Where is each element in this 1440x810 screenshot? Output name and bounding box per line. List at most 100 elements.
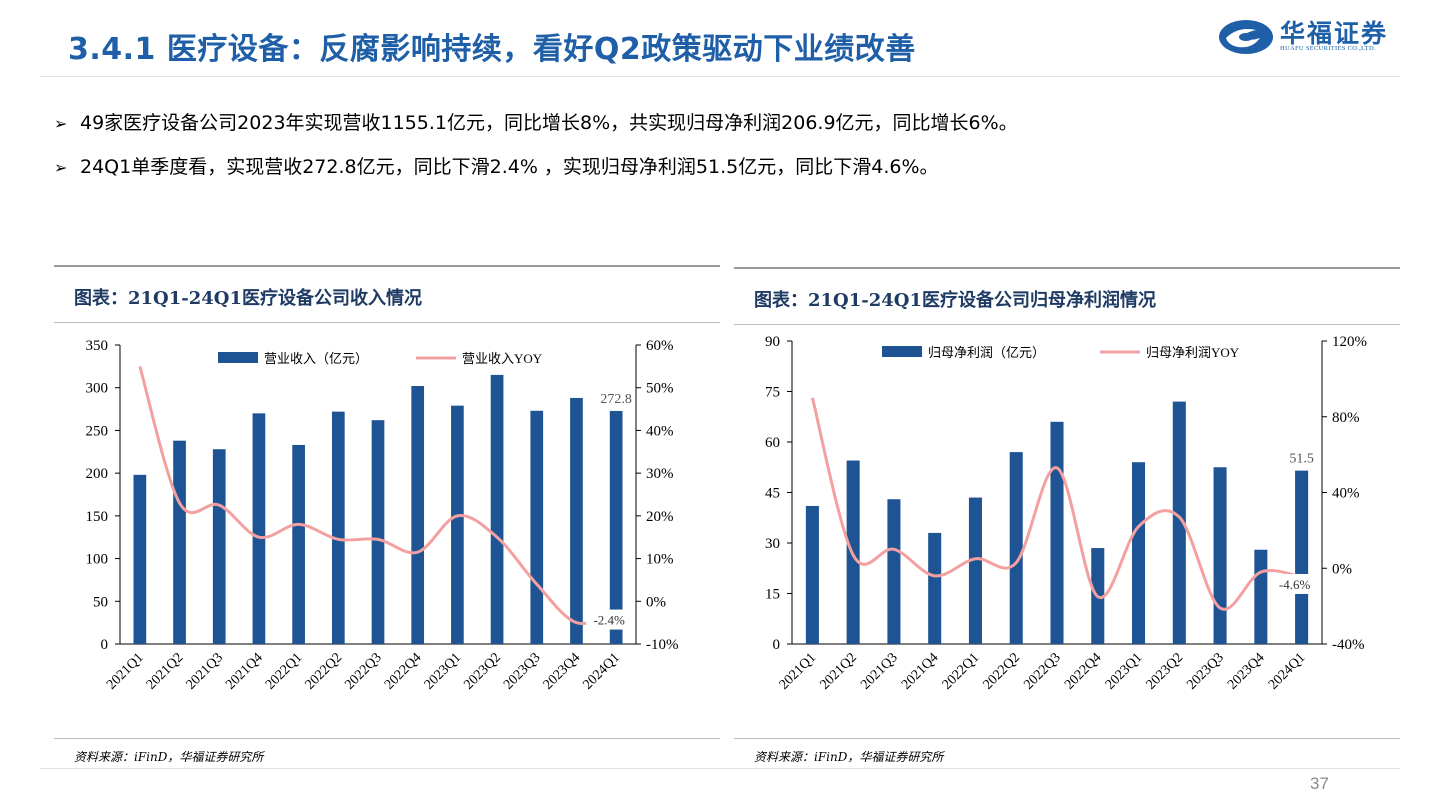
bar xyxy=(570,397,583,644)
chart-title: 图表：21Q1-24Q1医疗设备公司归母净利润情况 xyxy=(754,290,1156,311)
bar xyxy=(805,505,819,644)
profit-chart: 0153045607590-40%0%40%80%120%2021Q12021Q… xyxy=(765,334,1367,693)
bar xyxy=(173,440,186,644)
y-tick-label: 30 xyxy=(765,536,780,552)
bar xyxy=(609,410,623,644)
x-tick-label: 2023Q2 xyxy=(461,650,504,693)
bar xyxy=(411,386,425,644)
footer-divider xyxy=(40,768,1400,769)
legend-bar-swatch xyxy=(218,352,258,363)
logo-subtext: HUAFU SECURITIES CO.,LTD. xyxy=(1280,45,1376,52)
bar xyxy=(371,420,385,644)
bar-value-label: 51.5 xyxy=(1289,452,1314,467)
y-tick-label: 100 xyxy=(86,552,109,568)
x-tick-label: 2022Q2 xyxy=(981,650,1024,693)
y-tick-label: 150 xyxy=(86,509,109,525)
page-title: 3.4.1 医疗设备：反腐影响持续，看好Q2政策驱动下业绩改善 xyxy=(68,32,916,67)
bar xyxy=(1172,401,1186,644)
y-tick-label: 350 xyxy=(86,338,109,354)
yoy-value-label: -4.6% xyxy=(1279,577,1311,592)
x-tick-label: 2022Q3 xyxy=(1021,650,1064,693)
y2-tick-label: 40% xyxy=(1332,486,1360,502)
y2-tick-label: 0% xyxy=(646,594,666,610)
y2-tick-label: 60% xyxy=(646,338,674,354)
y-tick-label: 0 xyxy=(773,637,781,653)
bar xyxy=(451,405,464,644)
revenue-chart: 0 50 100 150 200 250 300 350 -10% 0% 10% 20% 30% 40% 5… xyxy=(86,338,679,693)
legend-bar-label: 归母净利润（亿元） xyxy=(928,345,1045,360)
y-tick-label: 45 xyxy=(765,486,780,502)
x-tick-label: 2021Q2 xyxy=(144,650,187,693)
y-tick-label: 90 xyxy=(765,334,780,350)
x-tick-label: 2021Q2 xyxy=(817,650,860,693)
x-tick-label: 2021Q1 xyxy=(777,650,820,693)
legend-line-label: 营业收入YOY xyxy=(462,351,543,366)
panel-bottom-rule xyxy=(734,738,1400,739)
x-tick-label: 2022Q3 xyxy=(342,650,385,693)
y-tick-label: 15 xyxy=(765,587,780,603)
x-tick-label: 2024Q1 xyxy=(580,650,623,693)
x-tick-label: 2022Q1 xyxy=(263,650,306,693)
bar xyxy=(133,474,147,644)
x-tick-label: 2024Q1 xyxy=(1266,650,1309,693)
bar xyxy=(1213,467,1227,644)
y2-tick-label: 50% xyxy=(646,381,674,397)
x-tick-label: 2023Q3 xyxy=(1184,650,1227,693)
bar xyxy=(252,413,266,644)
panel-title-rule xyxy=(734,324,1400,325)
x-tick-label: 2021Q4 xyxy=(223,650,266,693)
bar xyxy=(928,532,942,644)
x-tick-label: 2021Q3 xyxy=(184,650,227,693)
x-tick-label: 2021Q1 xyxy=(104,650,147,693)
arrow-icon: ➢ xyxy=(54,114,68,133)
x-tick-label: 2022Q2 xyxy=(303,650,346,693)
bar-value-label: 272.8 xyxy=(600,392,632,407)
y2-tick-label: 80% xyxy=(1332,410,1360,426)
page-number: 37 xyxy=(1310,774,1329,793)
bar xyxy=(490,374,504,644)
panel-top-rule xyxy=(734,267,1400,269)
panel-top-rule xyxy=(54,265,720,267)
logo-text: 华福证券 xyxy=(1280,19,1389,48)
y2-tick-label: -40% xyxy=(1332,637,1365,653)
y2-tick-label: 120% xyxy=(1332,334,1367,350)
bullet-item: ➢ 49家医疗设备公司2023年实现营收1155.1亿元，同比增长8%，共实现归母… xyxy=(54,108,1018,135)
x-tick-label: 2023Q1 xyxy=(422,650,465,693)
bar xyxy=(968,497,982,644)
bullet-text: 24Q1单季度看，实现营收272.8亿元，同比下滑2.4% ，实现归母净利润51… xyxy=(80,156,939,178)
y2-tick-label: 40% xyxy=(646,423,674,439)
header-divider xyxy=(40,76,1400,77)
y-tick-label: 50 xyxy=(93,594,108,610)
y2-tick-label: 0% xyxy=(1332,561,1352,577)
bar xyxy=(331,411,345,644)
x-tick-label: 2023Q4 xyxy=(541,650,584,693)
y2-tick-label: -10% xyxy=(646,637,679,653)
x-tick-label: 2022Q4 xyxy=(1062,650,1105,693)
logo-icon xyxy=(1219,20,1273,54)
yoy-label-bg xyxy=(1271,573,1318,594)
yoy-line xyxy=(810,397,1302,611)
x-tick-label: 2023Q1 xyxy=(1103,650,1146,693)
y2-tick-label: 30% xyxy=(646,466,674,482)
y-tick-label: 200 xyxy=(86,466,109,482)
panel-bottom-rule xyxy=(54,738,720,739)
bar xyxy=(1009,452,1023,644)
legend-bar-label: 营业收入（亿元） xyxy=(264,351,368,366)
yoy-value-label: -2.4% xyxy=(593,613,625,628)
arrow-icon: ➢ xyxy=(54,158,68,177)
x-tick-label: 2023Q2 xyxy=(1144,650,1187,693)
bar xyxy=(292,444,305,644)
legend-line-label: 归母净利润YOY xyxy=(1146,345,1240,360)
chart-title: 图表：21Q1-24Q1医疗设备公司收入情况 xyxy=(74,288,422,309)
x-tick-label: 2021Q3 xyxy=(858,650,901,693)
x-tick-label: 2021Q4 xyxy=(899,650,942,693)
x-tick-label: 2022Q4 xyxy=(382,650,425,693)
x-tick-label: 2023Q4 xyxy=(1225,650,1268,693)
y-tick-label: 75 xyxy=(765,385,780,401)
y-tick-label: 300 xyxy=(86,381,109,397)
bullet-item: ➢ 24Q1单季度看，实现营收272.8亿元，同比下滑2.4% ，实现归母净利润5… xyxy=(54,152,939,179)
source-note: 资料来源：iFinD，华福证券研究所 xyxy=(74,750,264,764)
bar xyxy=(1254,549,1268,644)
yoy-label-bg xyxy=(586,609,633,630)
panel-title-rule xyxy=(54,322,720,323)
